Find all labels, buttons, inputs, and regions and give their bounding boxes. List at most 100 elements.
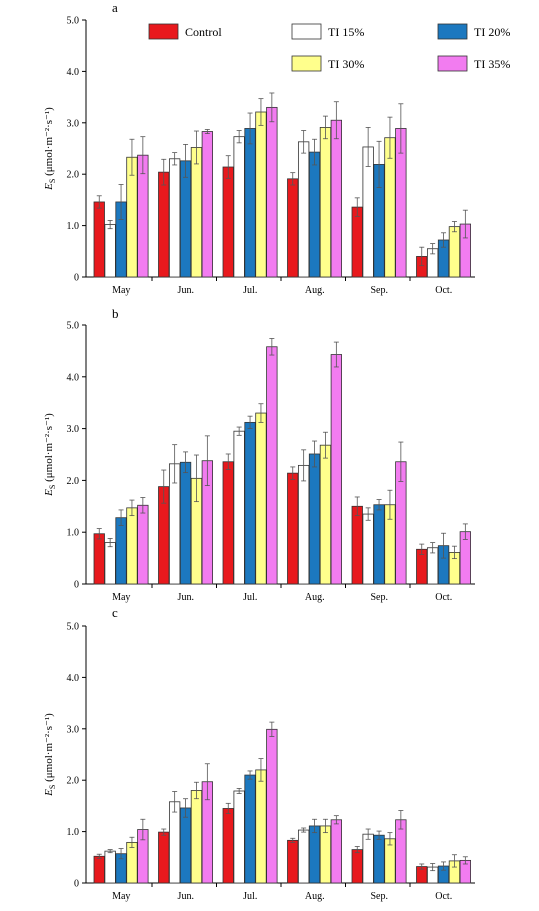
- bar: [308, 151, 321, 278]
- bar: [104, 224, 116, 278]
- bar: [104, 850, 116, 884]
- bar: [287, 839, 299, 884]
- x-tick-label: Oct.: [435, 592, 452, 603]
- y-tick-label: 3.0: [67, 424, 80, 435]
- y-tick-label: 0: [74, 580, 79, 591]
- bar: [255, 412, 267, 585]
- bar: [351, 849, 363, 884]
- bar: [126, 507, 138, 585]
- bar: [373, 504, 385, 585]
- y-tick-label: 5.0: [67, 622, 80, 633]
- bar: [158, 831, 170, 884]
- bar: [308, 825, 321, 884]
- legend-entry: TI 20%: [474, 25, 510, 39]
- y-tick-label: 1.0: [67, 221, 80, 232]
- bar: [126, 841, 138, 884]
- bar: [168, 801, 181, 884]
- bar: [287, 472, 299, 585]
- bar: [384, 838, 396, 884]
- bar: [373, 834, 385, 884]
- bar: [233, 790, 245, 884]
- bar: [362, 833, 374, 884]
- bar: [266, 106, 278, 278]
- bar: [190, 147, 203, 278]
- bar: [179, 461, 192, 585]
- x-tick-label: May: [112, 285, 130, 296]
- x-tick-label: Sep.: [371, 285, 389, 296]
- legend-entry: Control: [185, 25, 222, 39]
- bar: [115, 517, 127, 585]
- bar: [158, 171, 170, 278]
- bar: [319, 825, 332, 884]
- bar: [319, 444, 332, 585]
- bar: [255, 769, 267, 884]
- x-tick-label: Jul.: [243, 891, 257, 902]
- x-tick-label: Jul.: [243, 592, 257, 603]
- bar: [222, 166, 234, 278]
- bar: [330, 819, 343, 884]
- y-tick-label: 2.0: [67, 776, 80, 787]
- y-tick-label: 4.0: [67, 673, 80, 684]
- bar: [297, 829, 310, 884]
- x-tick-label: Jun.: [178, 891, 194, 902]
- legend-swatch: [437, 55, 468, 72]
- legend-entry: TI 15%: [328, 25, 364, 39]
- x-tick-label: Sep.: [371, 592, 389, 603]
- y-tick-label: 1.0: [67, 827, 80, 838]
- bar: [93, 855, 105, 884]
- y-axis-label: ES (μmol·m⁻²·s⁻¹): [43, 713, 57, 797]
- legend-swatch: [291, 55, 322, 72]
- bar: [244, 774, 256, 884]
- panel-b: b 0 1.0 2.0 3.0 4.0 5.0 ES (μmol·m⁻²·s⁻¹) May Jun…: [43, 306, 475, 603]
- y-tick-label: 5.0: [67, 321, 80, 332]
- legend-entry: TI 30%: [328, 57, 364, 71]
- y-tick-label: 0: [74, 273, 79, 284]
- bar: [351, 505, 363, 585]
- y-tick-label: 2.0: [67, 170, 80, 181]
- bar: [266, 728, 278, 884]
- bar: [168, 158, 181, 278]
- bar: [190, 790, 203, 884]
- y-tick-label: 2.0: [67, 476, 80, 487]
- bar: [255, 111, 267, 278]
- y-tick-label: 4.0: [67, 372, 80, 383]
- panel-letter: c: [112, 605, 118, 620]
- bar: [233, 136, 245, 278]
- x-tick-label: May: [112, 592, 130, 603]
- x-tick-label: May: [112, 891, 130, 902]
- x-tick-label: Sep.: [371, 891, 389, 902]
- x-tick-label: Aug.: [305, 592, 325, 603]
- bar: [319, 127, 332, 278]
- bar: [179, 807, 192, 884]
- bar: [222, 461, 234, 585]
- bar: [244, 421, 256, 585]
- y-tick-label: 3.0: [67, 724, 80, 735]
- y-axis-label: ES (μmol·m⁻²·s⁻¹): [43, 413, 57, 497]
- x-tick-label: Oct.: [435, 891, 452, 902]
- bar: [93, 533, 105, 585]
- x-tick-label: Jun.: [178, 592, 194, 603]
- legend: Control TI 15% TI 20% TI 30% TI 35%: [148, 23, 510, 72]
- panel-a: a 0 1.0 2.0 3.0 4.0 5.0 ES (μmol·m⁻²·s⁻¹) May Jun…: [43, 0, 475, 296]
- bar: [362, 513, 374, 585]
- bar: [93, 201, 105, 278]
- bar: [233, 430, 245, 585]
- legend-swatch: [291, 23, 322, 40]
- bar: [104, 542, 116, 585]
- bar: [308, 453, 321, 585]
- y-tick-label: 1.0: [67, 528, 80, 539]
- y-tick-label: 3.0: [67, 118, 80, 129]
- y-axis-label: ES (μmol·m⁻²·s⁻¹): [43, 107, 57, 191]
- bar: [266, 346, 278, 585]
- bar: [297, 141, 310, 278]
- bar: [179, 160, 192, 278]
- panel-c: c 0 1.0 2.0 3.0 4.0 5.0 ES (μmol·m⁻²·s⁻¹) May Jun…: [43, 605, 475, 902]
- y-tick-label: 5.0: [67, 16, 80, 27]
- bar: [222, 808, 234, 884]
- bar: [201, 131, 214, 278]
- x-tick-label: Jun.: [178, 285, 194, 296]
- y-tick-label: 0: [74, 879, 79, 890]
- x-tick-label: Aug.: [305, 891, 325, 902]
- bar: [448, 226, 461, 278]
- bar: [351, 206, 363, 278]
